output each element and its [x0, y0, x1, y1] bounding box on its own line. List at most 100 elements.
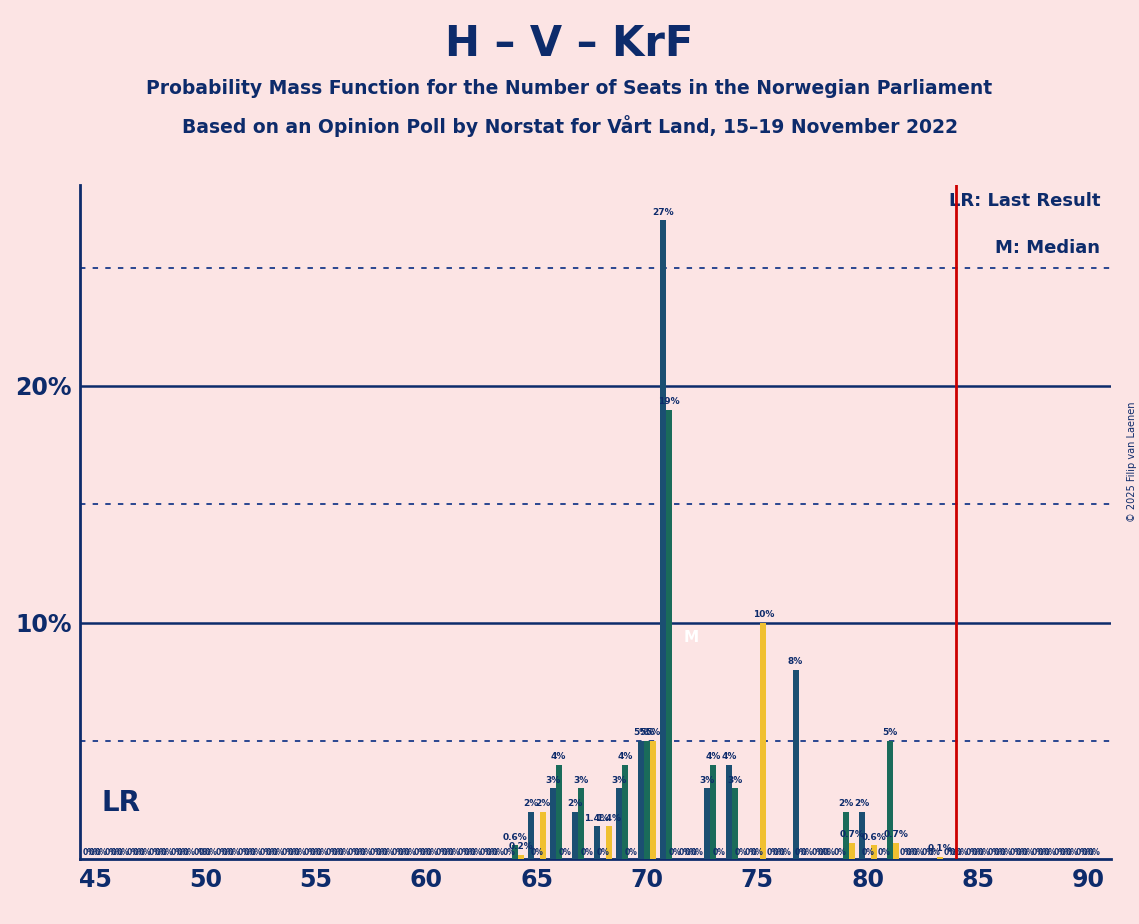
Text: 0%: 0%: [420, 848, 433, 857]
Text: 0%: 0%: [906, 848, 918, 857]
Text: 0%: 0%: [1060, 848, 1073, 857]
Text: 0%: 0%: [713, 848, 726, 857]
Bar: [517, 855, 524, 859]
Text: 0%: 0%: [486, 848, 499, 857]
Text: 0%: 0%: [303, 848, 317, 857]
Text: 1.4%: 1.4%: [597, 814, 621, 822]
Text: 10%: 10%: [753, 610, 775, 619]
Text: 0%: 0%: [227, 848, 240, 857]
Text: 3%: 3%: [699, 776, 715, 784]
Text: 0.6%: 0.6%: [502, 833, 527, 842]
Text: LR: Last Result: LR: Last Result: [949, 191, 1100, 210]
Text: 0.7%: 0.7%: [839, 830, 865, 839]
Text: 0%: 0%: [911, 848, 924, 857]
Text: 1.4%: 1.4%: [584, 814, 609, 822]
Text: M: Median: M: Median: [995, 238, 1100, 257]
Bar: [577, 788, 584, 859]
Text: 0%: 0%: [735, 848, 747, 857]
Text: 0%: 0%: [1032, 848, 1044, 857]
Text: 3%: 3%: [546, 776, 560, 784]
Text: 0%: 0%: [221, 848, 233, 857]
Text: 0%: 0%: [117, 848, 130, 857]
Bar: [638, 741, 644, 859]
Bar: [843, 812, 849, 859]
Text: 0%: 0%: [392, 848, 404, 857]
Text: 0%: 0%: [326, 848, 338, 857]
Text: H – V – KrF: H – V – KrF: [445, 23, 694, 65]
Bar: [887, 741, 893, 859]
Text: 3%: 3%: [728, 776, 743, 784]
Text: 0.7%: 0.7%: [884, 830, 908, 839]
Text: 0%: 0%: [83, 848, 96, 857]
Text: 0%: 0%: [966, 848, 978, 857]
Text: 0%: 0%: [126, 848, 140, 857]
Text: 0%: 0%: [347, 848, 361, 857]
Text: 0%: 0%: [353, 848, 367, 857]
Bar: [540, 812, 546, 859]
Text: 0%: 0%: [690, 848, 704, 857]
Bar: [556, 765, 562, 859]
Text: 0%: 0%: [558, 848, 571, 857]
Bar: [644, 741, 650, 859]
Text: 2%: 2%: [523, 799, 539, 808]
Text: 0%: 0%: [95, 848, 107, 857]
Text: 0%: 0%: [260, 848, 272, 857]
Text: 0%: 0%: [155, 848, 167, 857]
Text: 0%: 0%: [376, 848, 388, 857]
Text: 0%: 0%: [767, 848, 780, 857]
Text: 2%: 2%: [854, 799, 869, 808]
Text: 0%: 0%: [1016, 848, 1029, 857]
Bar: [761, 623, 767, 859]
Text: 0%: 0%: [1082, 848, 1095, 857]
Text: 0%: 0%: [502, 848, 515, 857]
Text: LR: LR: [101, 789, 141, 817]
Text: 0%: 0%: [244, 848, 256, 857]
Text: 0%: 0%: [448, 848, 461, 857]
Text: 27%: 27%: [653, 208, 674, 217]
Text: 0%: 0%: [861, 848, 874, 857]
Text: 0%: 0%: [580, 848, 593, 857]
Text: 0%: 0%: [1076, 848, 1089, 857]
Text: 5%: 5%: [633, 728, 649, 737]
Text: 0%: 0%: [271, 848, 284, 857]
Bar: [511, 845, 517, 859]
Text: 0%: 0%: [171, 848, 185, 857]
Text: 3%: 3%: [573, 776, 589, 784]
Text: 4%: 4%: [705, 752, 721, 761]
Bar: [793, 670, 798, 859]
Text: 0%: 0%: [801, 848, 814, 857]
Text: 0%: 0%: [205, 848, 218, 857]
Text: 8%: 8%: [788, 658, 803, 666]
Text: 0%: 0%: [1010, 848, 1023, 857]
Text: 0.1%: 0.1%: [927, 845, 952, 854]
Text: 0%: 0%: [360, 848, 372, 857]
Text: 0%: 0%: [337, 848, 351, 857]
Text: 4%: 4%: [617, 752, 632, 761]
Text: 0%: 0%: [139, 848, 151, 857]
Text: 0%: 0%: [215, 848, 228, 857]
Bar: [616, 788, 622, 859]
Text: 0%: 0%: [823, 848, 836, 857]
Text: 0%: 0%: [133, 848, 146, 857]
Text: 0%: 0%: [161, 848, 174, 857]
Text: 0%: 0%: [956, 848, 968, 857]
Text: 0%: 0%: [988, 848, 1001, 857]
Text: 0%: 0%: [382, 848, 394, 857]
Text: 3%: 3%: [612, 776, 626, 784]
Text: 0%: 0%: [331, 848, 344, 857]
Text: 4%: 4%: [551, 752, 566, 761]
Text: 2%: 2%: [567, 799, 582, 808]
Text: 0%: 0%: [294, 848, 306, 857]
Text: 0%: 0%: [530, 848, 543, 857]
Text: 0.2%: 0.2%: [508, 842, 533, 851]
Text: 0.6%: 0.6%: [861, 833, 886, 842]
Text: 0%: 0%: [834, 848, 846, 857]
Bar: [727, 765, 732, 859]
Text: 5%: 5%: [883, 728, 898, 737]
Text: 0%: 0%: [105, 848, 117, 857]
Text: 0%: 0%: [773, 848, 786, 857]
Bar: [704, 788, 711, 859]
Text: 0%: 0%: [900, 848, 912, 857]
Text: 0%: 0%: [177, 848, 190, 857]
Text: 0%: 0%: [316, 848, 328, 857]
